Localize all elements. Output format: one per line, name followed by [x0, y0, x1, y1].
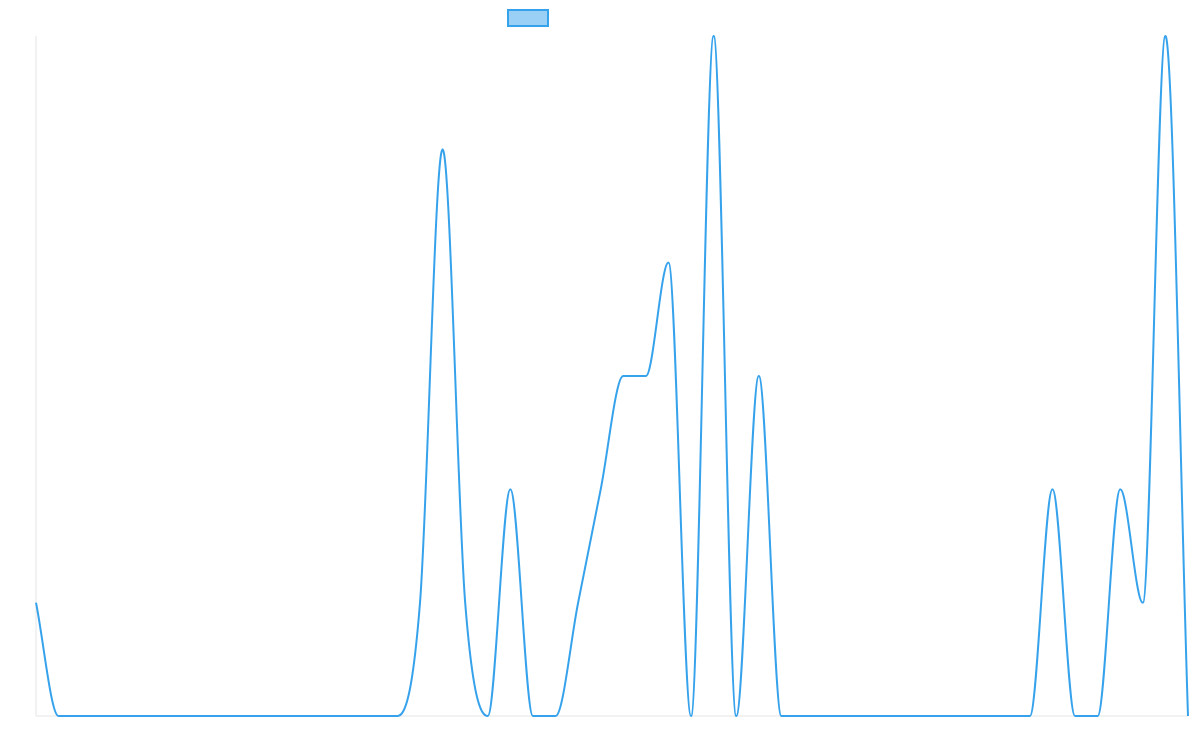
axes [35, 36, 1188, 717]
legend-swatch[interactable] [507, 9, 549, 27]
series-line-0 [35, 35, 1189, 717]
legend[interactable] [507, 9, 549, 27]
series-layer [35, 35, 1189, 717]
